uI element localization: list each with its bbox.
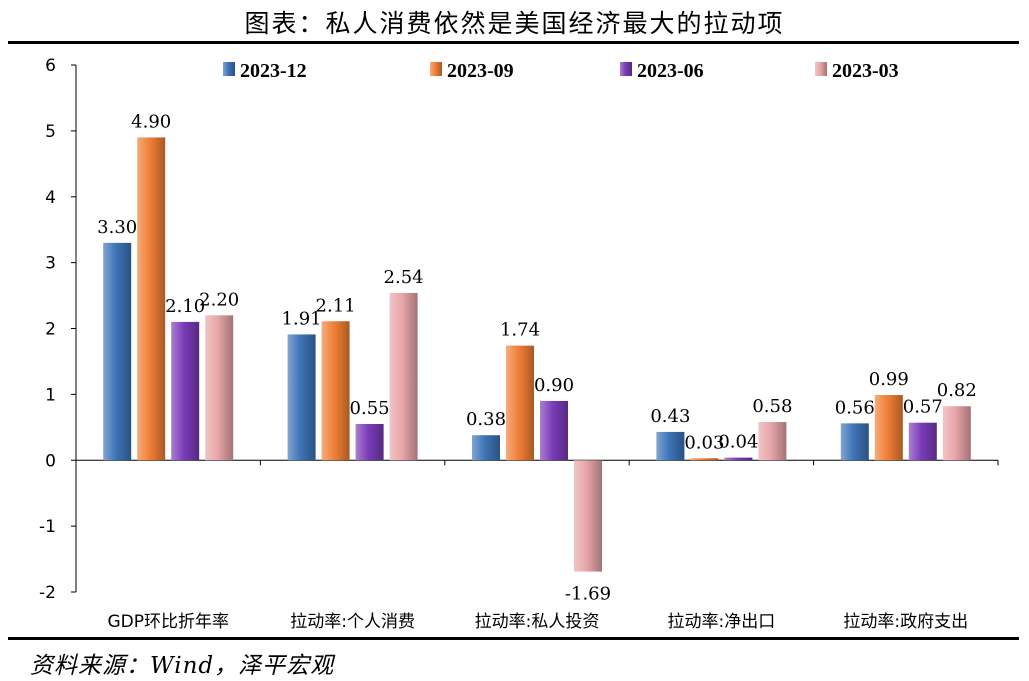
bar (355, 424, 384, 461)
bars (103, 137, 971, 572)
bar (874, 395, 903, 461)
legend-swatch (620, 62, 632, 76)
y-axis: 6 5 4 3 2 1 0 -1 -2 (39, 56, 77, 603)
data-label: -1.69 (565, 584, 611, 605)
bar (472, 435, 500, 461)
legend: 2023-12 2023-09 2023-06 2023-03 (223, 60, 899, 82)
source-note: 资料来源：Wind，泽平宏观 (30, 653, 335, 679)
data-label: 0.38 (466, 409, 506, 430)
top-rule (8, 41, 1019, 44)
legend-swatch (223, 62, 235, 76)
bar (724, 457, 753, 461)
bar (287, 334, 316, 461)
data-label: 4.90 (131, 111, 171, 132)
data-label: 0.90 (534, 375, 574, 396)
bar (908, 422, 937, 461)
x-category-label: 拉动率:政府支出 (843, 612, 968, 632)
y-tick-label: 1 (45, 385, 56, 405)
y-tick-label: 6 (45, 56, 56, 76)
data-label: 1.91 (282, 308, 322, 329)
legend-swatch (815, 62, 827, 76)
bar (690, 458, 719, 461)
legend-label: 2023-09 (447, 60, 514, 82)
y-tick-label: -2 (39, 583, 56, 603)
x-axis: GDP环比折年率 拉动率:个人消费 拉动率:私人投资 拉动率:净出口 拉动率:政府支出 (75, 459, 999, 632)
y-tick-label: 5 (45, 122, 56, 142)
x-category-label: 拉动率:净出口 (668, 612, 776, 632)
legend-swatch (430, 62, 442, 76)
bar (758, 422, 787, 461)
data-label: 2.20 (199, 289, 239, 310)
data-label: 3.30 (97, 217, 137, 238)
y-tick-label: 4 (45, 188, 56, 208)
bottom-rule (8, 637, 1019, 640)
data-label: 0.82 (937, 380, 977, 401)
data-label: 0.57 (903, 397, 943, 418)
data-label: 0.43 (650, 406, 690, 427)
y-tick-label: -1 (39, 517, 56, 537)
legend-label: 2023-03 (832, 60, 899, 82)
bar (205, 315, 234, 461)
y-tick-label: 3 (45, 254, 56, 274)
page-title: 图表：私人消费依然是美国经济最大的拉动项 (244, 9, 785, 38)
bar (171, 321, 200, 461)
x-category-label: 拉动率:个人消费 (290, 612, 415, 632)
data-labels: 3.30 4.90 2.102.20 1.912.11 0.55 2.54 0.38 1.74… (97, 111, 977, 604)
bar (656, 431, 685, 461)
data-label: 0.04 (718, 432, 758, 453)
bar (137, 137, 166, 461)
x-category-label: GDP环比折年率 (107, 612, 229, 632)
x-category-label: 拉动率:私人投资 (475, 612, 600, 632)
bar (540, 400, 568, 461)
bar (389, 292, 418, 461)
bar (574, 460, 602, 572)
legend-label: 2023-12 (240, 60, 307, 82)
bar (321, 321, 350, 461)
data-label: 0.55 (350, 398, 390, 419)
data-label: 0.58 (752, 396, 792, 417)
data-label: 0.56 (835, 397, 875, 418)
legend-label: 2023-06 (637, 60, 704, 82)
bar (506, 345, 534, 461)
data-label: 2.11 (316, 295, 356, 316)
bar (942, 406, 971, 461)
data-label: 2.54 (384, 267, 424, 288)
data-label: 2.10 (165, 296, 205, 317)
y-tick-label: 0 (45, 451, 56, 471)
data-label: 0.03 (684, 432, 724, 453)
data-label: 1.74 (500, 320, 540, 341)
bar (103, 242, 132, 461)
bar (840, 423, 869, 461)
y-tick-label: 2 (45, 320, 56, 340)
data-label: 0.99 (869, 369, 909, 390)
